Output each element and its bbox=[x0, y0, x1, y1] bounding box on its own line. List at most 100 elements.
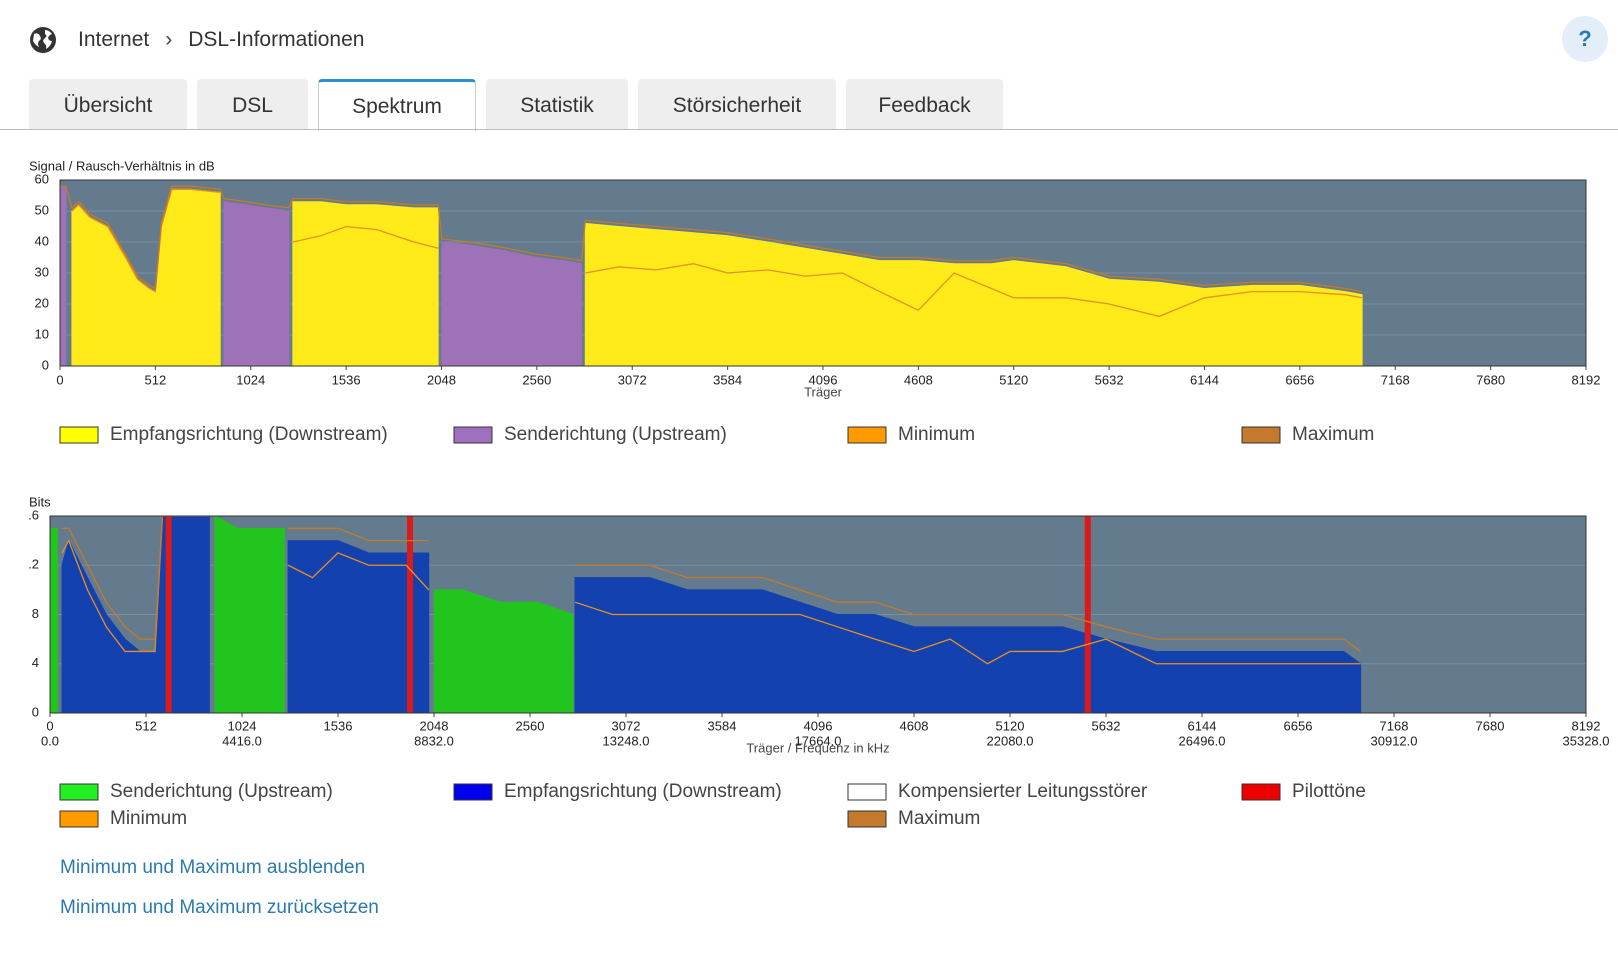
freq-tick-label: 13248.0 bbox=[603, 733, 650, 748]
breadcrumb-item[interactable]: Internet bbox=[78, 28, 150, 51]
line bbox=[71, 188, 1363, 318]
tab[interactable]: Statistik bbox=[486, 79, 628, 129]
x-tick-label: 2048 bbox=[420, 718, 449, 733]
x-tick-label: 6656 bbox=[1284, 718, 1313, 733]
tab[interactable]: DSL bbox=[197, 79, 308, 129]
x-axis-label: Träger bbox=[804, 384, 842, 399]
x-tick-label: 8192 bbox=[1572, 372, 1601, 387]
x-tick-label: 2560 bbox=[516, 718, 545, 733]
x-tick-label: 1536 bbox=[324, 718, 353, 733]
freq-tick-label: 8832.0 bbox=[414, 733, 454, 748]
x-tick-label: 512 bbox=[145, 372, 167, 387]
breadcrumb-separator: › bbox=[165, 28, 173, 51]
x-tick-label: 3072 bbox=[612, 718, 641, 733]
x-tick-label: 6144 bbox=[1188, 718, 1217, 733]
y-tick-label: 20 bbox=[35, 295, 49, 310]
x-tick-label: 1536 bbox=[332, 372, 361, 387]
legend-label: Minimum bbox=[898, 424, 975, 445]
y-tick-label: 8 bbox=[32, 606, 39, 621]
legend-swatch bbox=[453, 783, 493, 801]
x-tick-label: 5632 bbox=[1095, 372, 1124, 387]
legend-swatch bbox=[59, 810, 99, 828]
legend-swatch bbox=[59, 426, 99, 444]
legend-swatch bbox=[453, 426, 493, 444]
x-tick-label: 5120 bbox=[999, 372, 1028, 387]
x-tick-label: 1024 bbox=[236, 372, 265, 387]
breadcrumb-item: DSL-Informationen bbox=[188, 28, 365, 51]
freq-tick-label: 26496.0 bbox=[1179, 733, 1226, 748]
freq-tick-label: 22080.0 bbox=[987, 733, 1034, 748]
line bbox=[60, 185, 1363, 293]
freq-tick-label: 30912.0 bbox=[1371, 733, 1418, 748]
x-tick-label: 1024 bbox=[228, 718, 257, 733]
y-tick-label: 4 bbox=[32, 655, 39, 670]
divider bbox=[0, 129, 1618, 130]
x-tick-label: 0 bbox=[56, 372, 63, 387]
legend-swatch bbox=[847, 426, 887, 444]
legend-swatch bbox=[1241, 426, 1281, 444]
legend-label: Maximum bbox=[898, 808, 980, 829]
area bbox=[50, 516, 574, 713]
legend-label: Kompensierter Leitungsstörer bbox=[898, 781, 1148, 802]
x-tick-label: 3584 bbox=[713, 372, 742, 387]
y-tick-label: 60 bbox=[35, 171, 49, 186]
x-tick-label: 3072 bbox=[618, 372, 647, 387]
tab[interactable]: Feedback bbox=[846, 79, 1003, 129]
x-tick-label: 5120 bbox=[996, 718, 1025, 733]
freq-tick-label: 17664.0 bbox=[795, 733, 842, 748]
plot-border bbox=[49, 515, 1587, 714]
y-tick-label: 30 bbox=[35, 264, 49, 279]
chart-title: Bits bbox=[29, 494, 51, 509]
y-tick-label: 10 bbox=[35, 326, 49, 341]
x-tick-label: 5632 bbox=[1092, 718, 1121, 733]
x-tick-label: 4608 bbox=[900, 718, 929, 733]
series-layer bbox=[60, 185, 1363, 366]
y-tick-label: 0 bbox=[32, 704, 39, 719]
x-tick-label: 6656 bbox=[1285, 372, 1314, 387]
breadcrumb: Internet › DSL-Informationen bbox=[28, 20, 364, 60]
help-button[interactable]: ? bbox=[1562, 16, 1608, 62]
y-tick-label: .6 bbox=[28, 507, 39, 522]
pilot-tone bbox=[165, 516, 172, 713]
y-tick-label: 40 bbox=[35, 233, 49, 248]
legend-label: Senderichtung (Upstream) bbox=[110, 781, 333, 802]
freq-tick-label: 35328.0 bbox=[1563, 733, 1610, 748]
line bbox=[62, 516, 1362, 652]
x-axis-label: Träger / Frequenz in kHz bbox=[746, 740, 889, 755]
globe-icon bbox=[30, 27, 56, 53]
pilot-tone bbox=[1084, 516, 1091, 713]
x-tick-label: 4096 bbox=[804, 718, 833, 733]
chart-title: Signal / Rausch-Verhältnis in dB bbox=[29, 158, 215, 173]
x-tick-label: 512 bbox=[135, 718, 157, 733]
legend-swatch bbox=[847, 810, 887, 828]
legend-label: Maximum bbox=[1292, 424, 1374, 445]
legend-swatch bbox=[1241, 783, 1281, 801]
plot-border bbox=[59, 179, 1587, 367]
link[interactable]: Minimum und Maximum zurücksetzen bbox=[60, 897, 379, 918]
legend-swatch bbox=[847, 783, 887, 801]
x-tick-label: 2048 bbox=[427, 372, 456, 387]
legend-label: Pilottöne bbox=[1292, 781, 1366, 802]
x-tick-label: 3584 bbox=[708, 718, 737, 733]
tab[interactable]: Störsicherheit bbox=[638, 79, 836, 129]
y-tick-label: .2 bbox=[28, 557, 39, 572]
legend-swatch bbox=[59, 783, 99, 801]
pilot-tone bbox=[407, 516, 413, 713]
x-tick-label: 4608 bbox=[904, 372, 933, 387]
freq-tick-label: 4416.0 bbox=[222, 733, 262, 748]
x-tick-label: 7168 bbox=[1380, 718, 1409, 733]
x-tick-label: 7168 bbox=[1381, 372, 1410, 387]
x-tick-label: 7680 bbox=[1476, 718, 1505, 733]
x-tick-label: 6144 bbox=[1190, 372, 1219, 387]
tab-bar: Übersicht DSL Spektrum Statistik Störsic… bbox=[29, 79, 1003, 131]
x-tick-label: 2560 bbox=[522, 372, 551, 387]
link[interactable]: Minimum und Maximum ausblenden bbox=[60, 857, 366, 878]
legend-label: Senderichtung (Upstream) bbox=[504, 424, 727, 445]
x-tick-label: 7680 bbox=[1476, 372, 1505, 387]
freq-tick-label: 0.0 bbox=[41, 733, 59, 748]
legend-label: Empfangsrichtung (Downstream) bbox=[110, 424, 388, 445]
tab[interactable]: Spektrum bbox=[318, 79, 476, 131]
tab[interactable]: Übersicht bbox=[29, 79, 187, 129]
